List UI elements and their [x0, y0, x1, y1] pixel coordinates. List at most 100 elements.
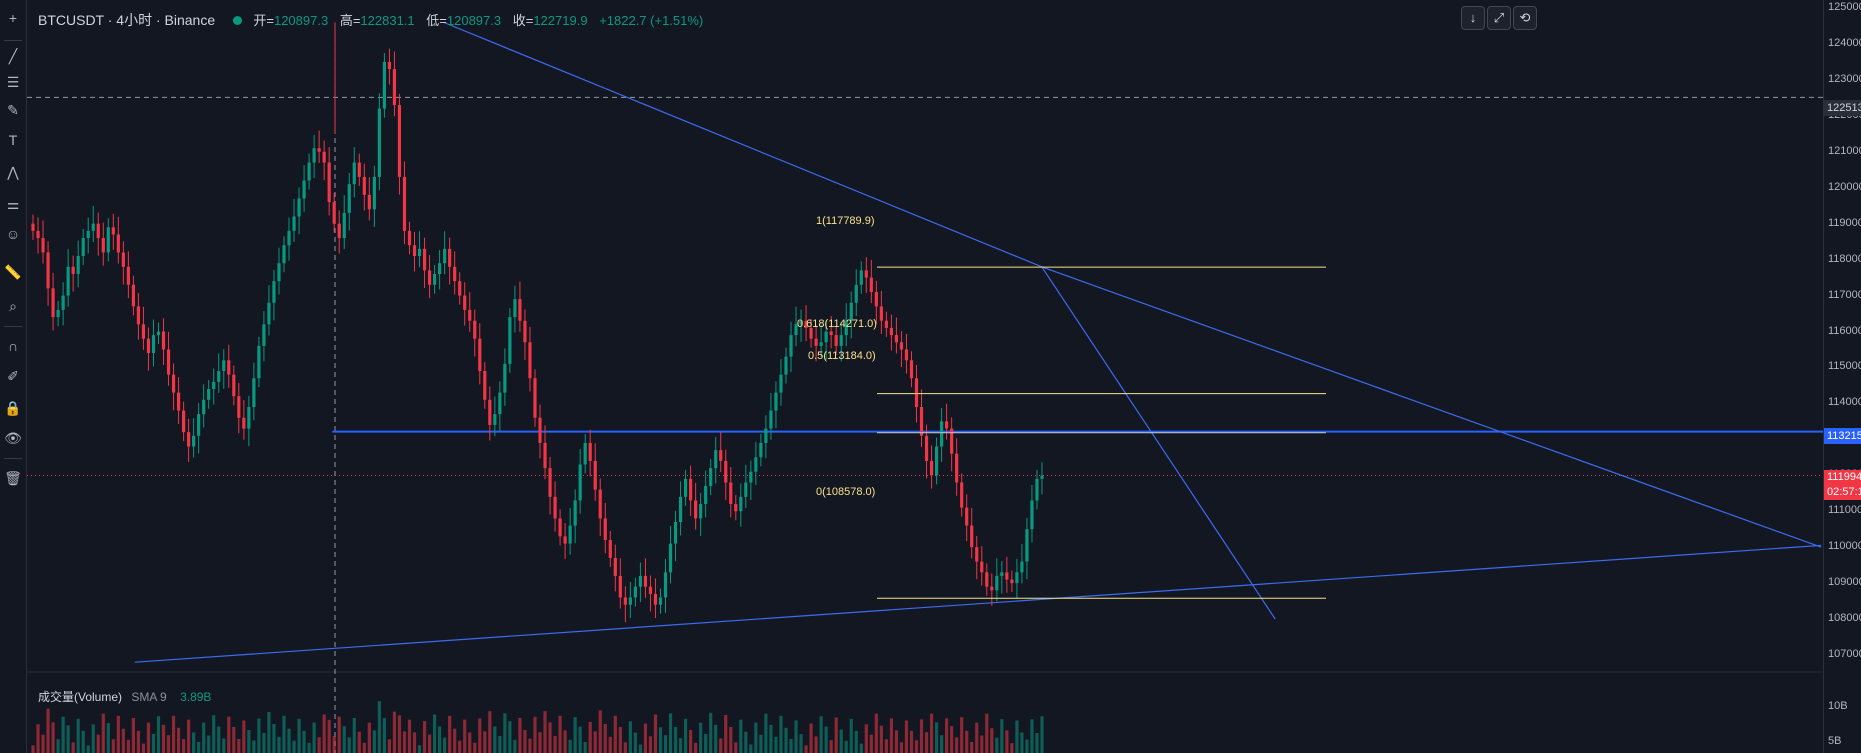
- volume-bar: [829, 740, 833, 753]
- candle-body: [884, 320, 888, 328]
- forecast-tool-icon[interactable]: ⚌: [6, 196, 20, 212]
- volume-bar: [237, 739, 241, 753]
- volume-bar: [598, 710, 602, 753]
- candle-body: [613, 557, 617, 576]
- volume-bar: [91, 724, 95, 753]
- volume-bar: [463, 719, 467, 753]
- volume-bar: [101, 713, 105, 753]
- scroll-down-button[interactable]: ↓: [1461, 6, 1485, 30]
- candle-body: [151, 335, 156, 354]
- candle-body: [377, 108, 381, 177]
- volume-bar: [397, 715, 402, 753]
- candle-body: [166, 349, 171, 375]
- trendline-3: [134, 544, 1822, 663]
- candle-body: [427, 270, 432, 285]
- volume-bar: [749, 744, 753, 753]
- volume-bar: [940, 735, 944, 753]
- candle-body: [608, 539, 612, 558]
- volume-title[interactable]: 成交量(Volume): [38, 690, 123, 704]
- fullscreen-button[interactable]: ⤢: [1487, 6, 1511, 30]
- candle-body: [834, 335, 838, 346]
- candle-body: [287, 230, 291, 246]
- reset-chart-button[interactable]: ⟲: [1513, 6, 1537, 30]
- symbol-legend[interactable]: BTCUSDT · 4小时 · Binance 开=120897.3 高=122…: [38, 10, 711, 30]
- candle-body: [392, 69, 397, 106]
- volume-bar: [653, 714, 658, 753]
- volume-bar: [1015, 720, 1019, 753]
- candle-body: [1040, 475, 1044, 479]
- candle-body: [538, 417, 542, 443]
- volume-bar: [573, 717, 577, 753]
- volume-legend[interactable]: 成交量(Volume) SMA 9 3.89B: [38, 688, 211, 705]
- brush-tool-icon[interactable]: ✎: [7, 102, 19, 118]
- volume-bar: [61, 716, 65, 753]
- volume-bar: [854, 730, 858, 753]
- crosshair-icon[interactable]: +: [8, 10, 18, 26]
- volume-bar: [568, 739, 572, 753]
- volume-value: 3.89B: [180, 690, 212, 704]
- fib-tool-icon[interactable]: ☰: [6, 74, 20, 90]
- text-tool-icon[interactable]: T: [8, 132, 18, 148]
- candle-body: [598, 489, 602, 519]
- volume-bar: [307, 742, 311, 753]
- volume-bar: [488, 711, 492, 753]
- lock-icon[interactable]: 🔒: [4, 400, 22, 416]
- candle-body: [970, 525, 974, 548]
- candle-body: [222, 360, 226, 372]
- candle-body: [171, 374, 176, 393]
- candle-body: [468, 309, 472, 321]
- hide-icon[interactable]: 👁: [4, 430, 22, 446]
- candle-body: [352, 162, 356, 185]
- volume-bar: [96, 734, 100, 753]
- close-label: 收=: [512, 13, 534, 28]
- lock-drawing-icon[interactable]: ✐: [7, 368, 19, 384]
- market-status-icon: [232, 16, 242, 26]
- trendline-tool-icon[interactable]: ╱: [8, 48, 18, 64]
- candle-body: [628, 597, 632, 605]
- volume-bar: [919, 719, 924, 753]
- price-axis[interactable]: 1250001240001230001220001210001200001190…: [1823, 0, 1861, 753]
- ruler-icon[interactable]: 📏: [4, 264, 22, 280]
- volume-bar: [453, 728, 457, 753]
- volume-bar: [849, 718, 853, 753]
- volume-bar: [176, 727, 181, 753]
- volume-bar: [824, 726, 828, 753]
- toolbar-divider: [4, 458, 22, 459]
- candle-body: [638, 575, 643, 587]
- volume-bar: [638, 744, 643, 753]
- zoom-icon[interactable]: ⌕: [9, 298, 17, 314]
- chart-pane[interactable]: 1(117789.9) 0.618(114271.0) 0.5(113184.0…: [27, 0, 1823, 753]
- volume-bar: [473, 742, 477, 753]
- symbol-title[interactable]: BTCUSDT · 4小时 · Binance: [38, 12, 216, 28]
- volume-bar: [769, 724, 773, 753]
- volume-bar: [1010, 743, 1014, 753]
- candle-body: [458, 281, 462, 296]
- candle-body: [31, 223, 35, 231]
- volume-bar: [844, 740, 848, 753]
- volume-bar: [332, 736, 336, 753]
- volume-bar: [678, 738, 683, 753]
- candle-body: [799, 320, 803, 325]
- candle-body: [322, 151, 326, 163]
- volume-bar: [548, 722, 552, 753]
- volume-bar: [1030, 719, 1034, 753]
- volume-bar: [407, 719, 412, 753]
- candle-body: [879, 306, 883, 321]
- trash-icon[interactable]: 🗑: [4, 470, 22, 486]
- candle-body: [332, 202, 336, 224]
- volume-bar: [970, 742, 974, 753]
- candle-body: [658, 597, 663, 605]
- volume-bar: [156, 716, 161, 753]
- volume-bar: [533, 716, 537, 753]
- pattern-tool-icon[interactable]: ⋀: [7, 164, 19, 180]
- volume-bar: [131, 718, 135, 753]
- price-tick: 115000: [1828, 360, 1861, 373]
- candle-body: [362, 176, 366, 195]
- emoji-tool-icon[interactable]: ☺: [5, 226, 21, 242]
- volume-bar: [222, 738, 226, 753]
- magnet-icon[interactable]: ∩: [7, 338, 19, 354]
- candle-body: [1000, 572, 1004, 576]
- candle-body: [207, 389, 211, 400]
- volume-bar: [884, 739, 888, 753]
- candle-body: [161, 331, 166, 350]
